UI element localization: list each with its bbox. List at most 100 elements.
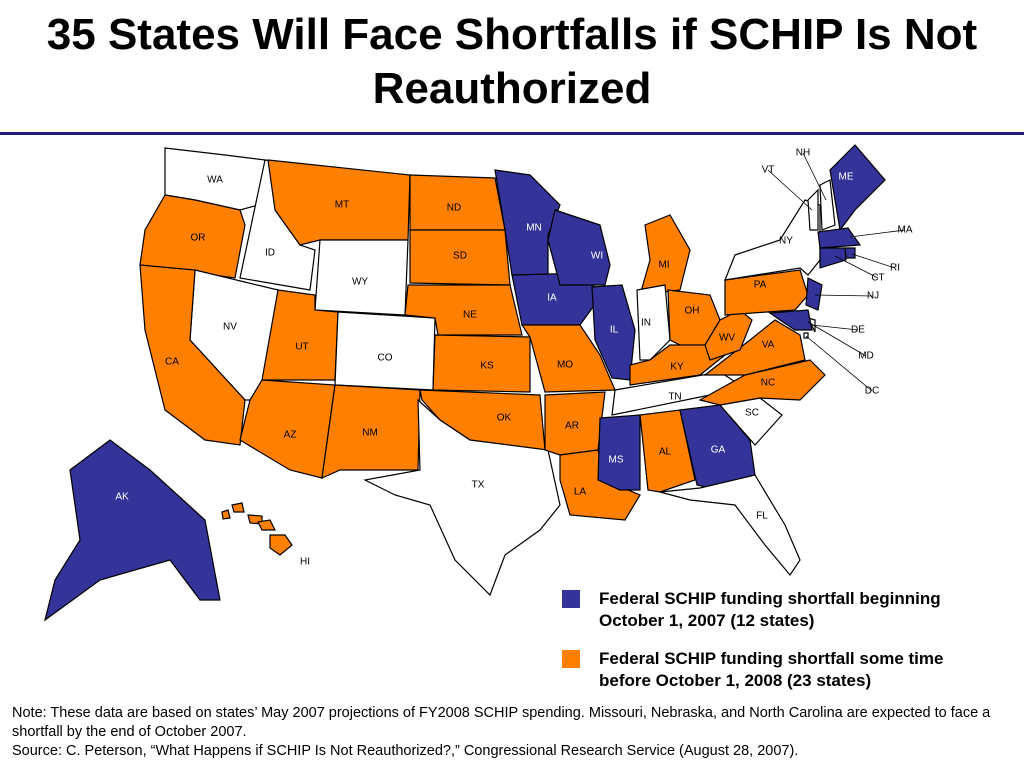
state-shape <box>805 277 823 311</box>
state-shape <box>639 409 696 493</box>
state-shape <box>494 169 561 276</box>
state-shape <box>221 509 231 520</box>
leader-line <box>849 229 906 238</box>
state-label: VA <box>762 340 775 351</box>
leader-line <box>805 335 873 392</box>
state-label: WY <box>352 277 368 288</box>
state-label: NJ <box>867 291 879 302</box>
state-label: MN <box>526 223 542 234</box>
state-shape <box>363 398 561 597</box>
state-label: MS <box>609 455 624 466</box>
state-label: SC <box>745 408 759 419</box>
state-label: HI <box>300 557 310 568</box>
state-label: AR <box>565 421 579 432</box>
map: WA OR ID MT WY NV CA UT CO AZ NM ND SD NE KS OK TX MN IA MO… <box>44 144 913 622</box>
leader-line <box>814 294 874 297</box>
state-label: MO <box>557 360 573 371</box>
state-shape <box>321 384 421 479</box>
state-label: OK <box>497 413 512 424</box>
state-label: KY <box>670 362 684 373</box>
state-shape <box>724 199 821 281</box>
state-shape <box>231 502 245 513</box>
state-shape <box>724 269 809 316</box>
state-label: CO <box>378 353 393 364</box>
state-label: DC <box>865 386 879 397</box>
state-shape <box>817 227 862 249</box>
leader-line <box>802 152 827 201</box>
state-label: LA <box>574 487 587 498</box>
state-shape <box>139 194 246 279</box>
state-label: UT <box>295 342 308 353</box>
state-label: KS <box>480 361 494 372</box>
state-shape <box>844 247 856 259</box>
state-label: WI <box>591 251 603 262</box>
state-shape <box>807 188 819 231</box>
source: Source: C. Peterson, “What Happens if SC… <box>12 743 799 759</box>
legend-label: Federal SCHIP funding shortfall beginnin… <box>599 589 941 630</box>
state-label: ID <box>265 248 275 259</box>
state-label: MT <box>335 200 349 211</box>
state-label: WA <box>207 175 223 186</box>
leader-line <box>767 169 813 211</box>
leader-line <box>811 324 859 331</box>
state-shape <box>704 309 753 361</box>
state-label: PA <box>754 280 767 291</box>
state-label: NV <box>223 322 237 333</box>
legend-swatch <box>562 590 580 608</box>
state-label: TX <box>472 480 485 491</box>
state-shape <box>269 534 293 556</box>
state-label: NC <box>761 378 775 389</box>
state-shape <box>139 264 246 446</box>
state-label: MD <box>858 351 874 362</box>
state-label: ME <box>839 172 854 183</box>
state-label: WV <box>719 333 735 344</box>
state-label: MA <box>898 225 913 236</box>
state-shape <box>819 179 836 231</box>
state-shape <box>819 247 847 269</box>
leader-line <box>834 255 879 279</box>
state-label: CT <box>871 273 884 284</box>
note: Note: These data are based on states’ Ma… <box>12 705 991 740</box>
state-label: NE <box>463 310 477 321</box>
state-shape <box>639 214 691 296</box>
state-label: DE <box>851 325 865 336</box>
state-label: AK <box>115 492 129 503</box>
state-shape <box>659 474 801 577</box>
state-label: AZ <box>284 430 297 441</box>
state-shape <box>432 334 531 393</box>
state-shape <box>703 319 806 376</box>
state-label: NY <box>779 236 793 247</box>
state-label: NM <box>362 428 378 439</box>
legend-label: Federal SCHIP funding shortfall some tim… <box>599 649 944 690</box>
state-label: RI <box>890 263 900 274</box>
state-shape <box>636 284 671 361</box>
state-label: CA <box>165 357 179 368</box>
state-label: IN <box>641 318 651 329</box>
state-label: IL <box>610 325 619 336</box>
state-label: ND <box>447 203 461 214</box>
title-rule <box>0 132 1024 135</box>
state-shape <box>44 439 221 622</box>
title: 35 States Will Face Shortfalls if SCHIP … <box>46 10 978 113</box>
state-label: OH <box>685 306 700 317</box>
leader-line <box>807 321 867 357</box>
state-label: GA <box>711 445 726 456</box>
leader-line <box>851 253 896 269</box>
state-label: SD <box>453 251 467 262</box>
state-label: IA <box>547 293 557 304</box>
state-label: TN <box>668 392 681 403</box>
state-shape <box>829 144 886 232</box>
state-label: NH <box>796 148 810 159</box>
legend-swatch <box>562 650 580 668</box>
state-label: VT <box>762 165 775 176</box>
state-shape <box>597 414 641 491</box>
state-label: OR <box>191 233 206 244</box>
state-label: AL <box>659 447 672 458</box>
footnote: Note: These data are based on states’ Ma… <box>12 704 1012 761</box>
state-shape <box>334 311 436 391</box>
state-shape <box>547 209 611 286</box>
state-shape <box>768 309 813 331</box>
state-label: MI <box>658 260 669 271</box>
state-shape <box>257 519 276 531</box>
